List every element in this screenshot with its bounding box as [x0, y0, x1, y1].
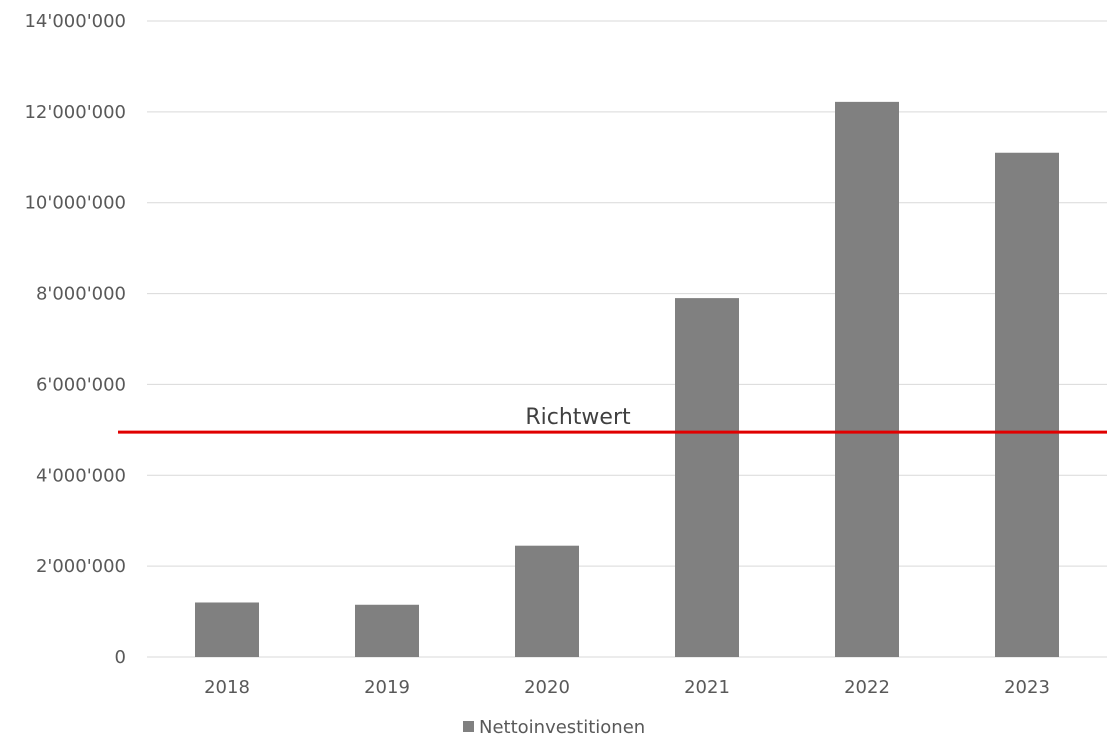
y-tick-label: 4'000'000 [36, 465, 126, 486]
x-tick-label: 2021 [684, 677, 730, 698]
y-axis-ticks: 0 2'000'000 4'000'000 6'000'000 8'000'000 10'… [24, 11, 126, 668]
y-tick-label: 14'000'000 [24, 11, 126, 32]
bar-2021 [675, 298, 739, 657]
y-tick-label: 12'000'000 [24, 102, 126, 123]
gridlines [147, 20, 1107, 658]
x-tick-label: 2022 [844, 677, 890, 698]
x-tick-label: 2020 [524, 677, 570, 698]
bars [195, 101, 1059, 657]
reference-line-group: Richtwert [118, 405, 1107, 434]
y-tick-label: 6'000'000 [36, 374, 126, 395]
y-tick-label: 2'000'000 [36, 556, 126, 577]
x-tick-label: 2023 [1004, 677, 1050, 698]
legend-label: Nettoinvestitionen [479, 717, 645, 738]
bar-2020 [515, 545, 579, 657]
legend-swatch [463, 721, 474, 732]
y-tick-label: 0 [115, 647, 126, 668]
bar-2023 [995, 152, 1059, 657]
x-axis-ticks: 2018 2019 2020 2021 2022 2023 [204, 677, 1050, 698]
x-tick-label: 2019 [364, 677, 410, 698]
y-tick-label: 8'000'000 [36, 284, 126, 305]
x-tick-label: 2018 [204, 677, 250, 698]
y-tick-label: 10'000'000 [24, 193, 126, 214]
bar-2022 [835, 101, 899, 657]
reference-line-label: Richtwert [525, 405, 631, 430]
bar-2018 [195, 602, 259, 657]
bar-2019 [355, 604, 419, 657]
legend: Nettoinvestitionen [463, 717, 645, 738]
